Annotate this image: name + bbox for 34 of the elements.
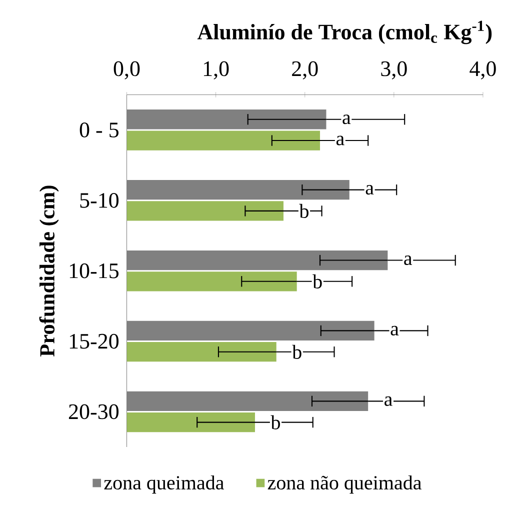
- y-tick-label: 20-30: [68, 404, 119, 420]
- data-label: a: [384, 396, 392, 406]
- y-tick-label: 15-20: [70, 334, 119, 349]
- data-label: a: [404, 255, 412, 266]
- bar: [126, 110, 326, 130]
- bar: [126, 412, 255, 432]
- y-axis-title: Profundidade (cm): [39, 186, 59, 357]
- x-tick-label: 2,0: [292, 61, 318, 80]
- bar: [126, 250, 388, 270]
- legend-label: zona não queimada: [268, 475, 422, 494]
- bar: [126, 342, 276, 362]
- x-axis-title: Aluminío de Troca (cmol$_{c}$ Kg$^{-1}$): [197, 20, 492, 44]
- data-label: a: [342, 114, 351, 124]
- data-label: b: [299, 204, 308, 218]
- bar: [126, 201, 284, 221]
- x-tick-label: 0,0: [114, 61, 140, 80]
- y-tick-label: 10-15: [70, 263, 119, 278]
- y-tick-label: 5-10: [80, 192, 119, 208]
- data-label: a: [366, 185, 374, 195]
- data-label: a: [390, 326, 399, 336]
- data-label: b: [270, 415, 280, 430]
- legend-label: zona queimada: [104, 475, 224, 494]
- bar: [126, 180, 350, 200]
- data-label: b: [292, 344, 302, 359]
- bar: [126, 272, 297, 292]
- x-tick-label: 1,0: [204, 61, 229, 80]
- bar: [126, 130, 320, 150]
- bar: [126, 391, 368, 411]
- data-label: a: [336, 136, 344, 146]
- data-label: b: [312, 274, 322, 288]
- y-tick-label: 0 - 5: [80, 122, 118, 138]
- bar: [126, 320, 374, 341]
- x-tick-label: 3,0: [381, 61, 407, 80]
- x-tick-label: 4,0: [470, 61, 496, 80]
